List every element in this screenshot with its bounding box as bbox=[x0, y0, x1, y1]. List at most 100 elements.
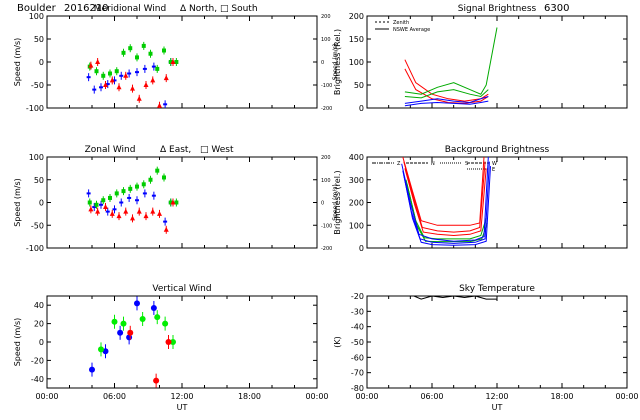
data-point bbox=[88, 62, 94, 68]
x-axis-label: UT bbox=[177, 403, 188, 412]
series-line bbox=[402, 161, 490, 244]
y-tick-label: 50 bbox=[34, 176, 44, 185]
legend-label: Z bbox=[397, 161, 401, 167]
panel-title: Sky Temperature bbox=[459, 284, 535, 294]
x-tick-label: 06:00 bbox=[103, 392, 126, 401]
x-tick-label: 00:00 bbox=[305, 392, 328, 401]
data-point bbox=[155, 168, 160, 173]
data-point bbox=[163, 226, 169, 232]
vertical-wind-panel: Vertical Wind -40 -20 0 20 40 Speed (m/s) 00:00… bbox=[13, 284, 329, 412]
y-tick-label: -40 bbox=[31, 375, 44, 384]
plot-frame bbox=[46, 15, 318, 109]
data-point bbox=[136, 208, 142, 214]
data-point bbox=[174, 60, 179, 64]
data-point bbox=[141, 43, 146, 48]
y-tick-label: -80 bbox=[351, 384, 364, 393]
data-point bbox=[101, 198, 106, 203]
y-right-axis-label: Speed (m/s) bbox=[332, 44, 339, 80]
y-tick-label: 200 bbox=[349, 12, 364, 21]
data-point bbox=[114, 191, 119, 196]
data-point bbox=[157, 102, 162, 108]
y-tick-label: -20 bbox=[351, 292, 364, 301]
legend-text-1: Δ North, bbox=[180, 4, 217, 14]
data-point bbox=[170, 59, 176, 64]
data-point bbox=[116, 213, 122, 219]
data-point bbox=[95, 59, 101, 64]
series-line bbox=[404, 27, 498, 95]
data-point bbox=[150, 77, 156, 83]
signal-brightness-panel: Signal Brightness 0 50 100 150 200 Brightness … bbox=[333, 4, 628, 113]
data-point bbox=[150, 208, 156, 214]
legend-label: S bbox=[465, 161, 468, 167]
y-tick-label: 100 bbox=[349, 58, 364, 67]
series-line bbox=[404, 100, 489, 107]
legend-text-2: □ West bbox=[200, 145, 234, 155]
y-tick-label: -100 bbox=[26, 104, 44, 113]
background-brightness-panel: Background Brightness 0 100 200 300 400 Bright… bbox=[333, 145, 628, 253]
legend-label: E bbox=[492, 167, 495, 173]
data-point bbox=[108, 195, 112, 200]
y-tick-label: 300 bbox=[349, 176, 364, 185]
data-layer bbox=[89, 296, 176, 388]
y-axis-label: Brightness (Rel.) bbox=[333, 29, 342, 95]
y-tick-label: 0 bbox=[39, 58, 44, 67]
y-right-tick-label: -100 bbox=[321, 223, 332, 229]
data-point bbox=[95, 208, 101, 214]
data-point bbox=[165, 339, 172, 345]
series-line bbox=[404, 59, 489, 102]
y-tick-label: -50 bbox=[31, 81, 44, 90]
data-point bbox=[109, 77, 115, 83]
data-point bbox=[162, 48, 166, 53]
data-point bbox=[121, 189, 126, 194]
data-point bbox=[157, 210, 162, 216]
x-tick-label: 12:00 bbox=[170, 392, 193, 401]
data-point bbox=[155, 66, 160, 71]
x-tick-label: 06:00 bbox=[420, 392, 443, 401]
data-point bbox=[102, 348, 109, 355]
series-line bbox=[403, 166, 491, 246]
y-tick-label: 20 bbox=[34, 320, 44, 329]
y-axis-label: (K) bbox=[333, 336, 342, 348]
y-tick-label: 0 bbox=[39, 199, 44, 208]
y-tick-label: 100 bbox=[29, 12, 44, 21]
plot-frame bbox=[46, 156, 318, 249]
data-point bbox=[98, 346, 104, 353]
plot-frame bbox=[46, 295, 318, 389]
series-line bbox=[404, 96, 489, 104]
data-layer bbox=[86, 166, 179, 234]
y-tick-label: 100 bbox=[29, 153, 44, 162]
y-right-axis-label: Speed (m/s) bbox=[332, 184, 339, 220]
data-point bbox=[94, 202, 99, 207]
y-tick-label: 150 bbox=[349, 35, 364, 44]
data-point bbox=[150, 304, 157, 311]
legend-label: N bbox=[431, 161, 435, 167]
data-point bbox=[168, 60, 173, 64]
y-right-tick-label: -100 bbox=[321, 83, 332, 89]
y-tick-label: 50 bbox=[354, 81, 364, 90]
y-tick-label: -30 bbox=[351, 307, 364, 316]
data-point bbox=[123, 208, 129, 214]
data-point bbox=[111, 318, 118, 325]
series-line bbox=[405, 179, 487, 240]
legend-label: Zenith bbox=[393, 20, 409, 26]
x-tick-label: 00:00 bbox=[35, 392, 58, 401]
legend-text-1: Δ East, bbox=[160, 145, 191, 155]
site-name: Boulder bbox=[17, 3, 57, 14]
series-line bbox=[402, 157, 485, 226]
data-point bbox=[130, 215, 135, 221]
series-line bbox=[404, 168, 487, 237]
data-point bbox=[127, 329, 134, 336]
data-point bbox=[153, 377, 160, 384]
y-right-tick-label: -200 bbox=[321, 106, 332, 112]
data-point bbox=[162, 320, 169, 327]
meridional-wind-panel: Meridional Wind Δ North, □ South -100 -50 0 50… bbox=[13, 4, 339, 113]
y-axis-label: Brightness (rel.) bbox=[333, 170, 342, 234]
series-line bbox=[403, 161, 486, 233]
data-point bbox=[136, 95, 142, 101]
data-point bbox=[141, 182, 146, 187]
series-line bbox=[404, 89, 489, 99]
y-tick-label: 200 bbox=[349, 199, 364, 208]
y-tick-label: 0 bbox=[39, 338, 44, 347]
y-axis-label: Speed (m/s) bbox=[13, 178, 22, 227]
